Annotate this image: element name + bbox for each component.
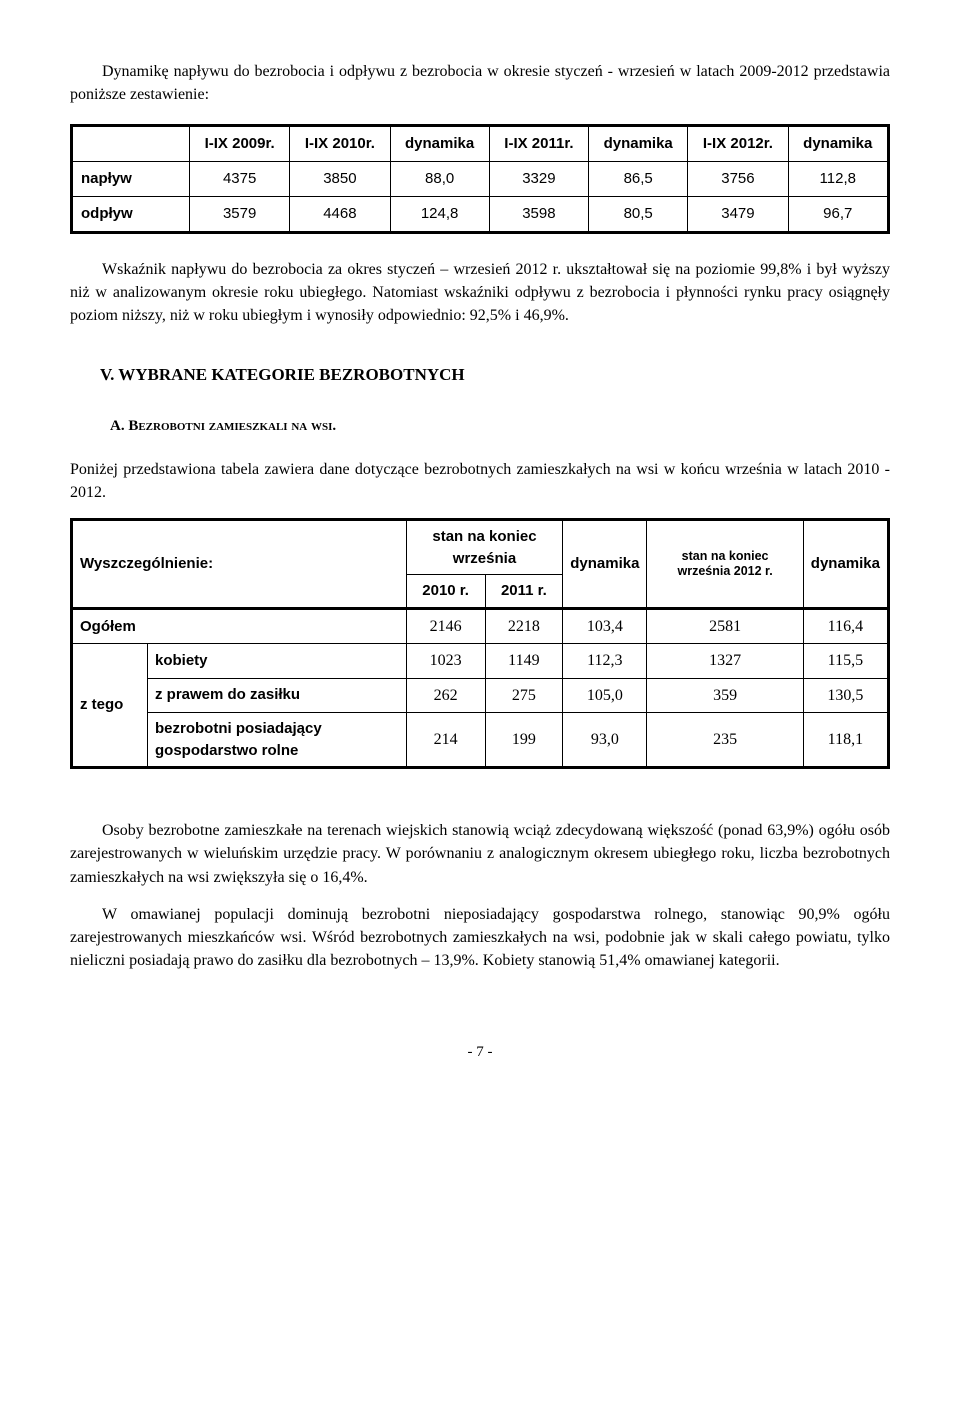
cell: 118,1 bbox=[803, 712, 888, 768]
page-number: - 7 - bbox=[70, 1042, 890, 1064]
col-wyszczegolnienie: Wyszczególnienie: bbox=[72, 519, 407, 608]
cell: 235 bbox=[647, 712, 803, 768]
cell: 3850 bbox=[290, 162, 390, 197]
row-label: z prawem do zasiłku bbox=[148, 678, 407, 712]
table-row: bezrobotni posiadający gospodarstwo roln… bbox=[72, 712, 889, 768]
cell: 1023 bbox=[406, 644, 485, 678]
cell: 103,4 bbox=[563, 609, 647, 644]
cell: 359 bbox=[647, 678, 803, 712]
heading-a-prefix: A. bbox=[110, 418, 128, 434]
cell: 4375 bbox=[190, 162, 290, 197]
cell: 3598 bbox=[489, 196, 588, 232]
cell: 88,0 bbox=[390, 162, 489, 197]
col-header: I-IX 2010r. bbox=[290, 126, 390, 162]
col-dynamika2: dynamika bbox=[803, 519, 888, 608]
paragraph-wskaznik: Wskaźnik napływu do bezrobocia za okres … bbox=[70, 258, 890, 328]
col-header: I-IX 2009r. bbox=[190, 126, 290, 162]
cell: 199 bbox=[485, 712, 563, 768]
cell: 112,3 bbox=[563, 644, 647, 678]
paragraph-osoby: Osoby bezrobotne zamieszkałe na terenach… bbox=[70, 819, 890, 889]
row-header: odpływ bbox=[72, 196, 190, 232]
cell: 96,7 bbox=[788, 196, 888, 232]
intro-paragraph: Dynamikę napływu do bezrobocia i odpływu… bbox=[70, 60, 890, 106]
row-ztego: z tego bbox=[72, 644, 148, 768]
cell: 214 bbox=[406, 712, 485, 768]
cell: 3756 bbox=[688, 162, 788, 197]
cell: 3329 bbox=[489, 162, 588, 197]
cell: 116,4 bbox=[803, 609, 888, 644]
cell: 2146 bbox=[406, 609, 485, 644]
cell: 115,5 bbox=[803, 644, 888, 678]
table-header-row: I-IX 2009r. I-IX 2010r. dynamika I-IX 20… bbox=[72, 126, 889, 162]
cell: 130,5 bbox=[803, 678, 888, 712]
table-row: napływ 4375 3850 88,0 3329 86,5 3756 112… bbox=[72, 162, 889, 197]
col-header: dynamika bbox=[589, 126, 688, 162]
table-dynamika: I-IX 2009r. I-IX 2010r. dynamika I-IX 20… bbox=[70, 124, 890, 233]
cell: 2218 bbox=[485, 609, 563, 644]
row-ogolem: Ogółem bbox=[72, 609, 407, 644]
table-row: z tego kobiety 1023 1149 112,3 1327 115,… bbox=[72, 644, 889, 678]
cell: 93,0 bbox=[563, 712, 647, 768]
col-stan-2012: stan na koniec września 2012 r. bbox=[647, 519, 803, 608]
cell: 262 bbox=[406, 678, 485, 712]
paragraph-ponizej: Poniżej przedstawiona tabela zawiera dan… bbox=[70, 458, 890, 504]
col-dynamika: dynamika bbox=[563, 519, 647, 608]
cell: 112,8 bbox=[788, 162, 888, 197]
cell: 86,5 bbox=[589, 162, 688, 197]
table-row: odpływ 3579 4468 124,8 3598 80,5 3479 96… bbox=[72, 196, 889, 232]
col-header: I-IX 2011r. bbox=[489, 126, 588, 162]
col-header: dynamika bbox=[788, 126, 888, 162]
cell: 3479 bbox=[688, 196, 788, 232]
col-stan-group: stan na koniec września bbox=[406, 519, 563, 575]
col-2010: 2010 r. bbox=[406, 575, 485, 609]
col-header: I-IX 2012r. bbox=[688, 126, 788, 162]
cell: 105,0 bbox=[563, 678, 647, 712]
col-2011: 2011 r. bbox=[485, 575, 563, 609]
cell: 275 bbox=[485, 678, 563, 712]
table-corner bbox=[72, 126, 190, 162]
table-row: z prawem do zasiłku 262 275 105,0 359 13… bbox=[72, 678, 889, 712]
col-header: dynamika bbox=[390, 126, 489, 162]
table2-header-row1: Wyszczególnienie: stan na koniec wrześni… bbox=[72, 519, 889, 575]
cell: 80,5 bbox=[589, 196, 688, 232]
row-label: kobiety bbox=[148, 644, 407, 678]
heading-section-v: V. WYBRANE KATEGORIE BEZROBOTNYCH bbox=[100, 363, 890, 388]
heading-a-text: Bezrobotni zamieszkali na wsi. bbox=[128, 418, 336, 434]
row-header: napływ bbox=[72, 162, 190, 197]
table-row: Ogółem 2146 2218 103,4 2581 116,4 bbox=[72, 609, 889, 644]
cell: 1327 bbox=[647, 644, 803, 678]
table-wyszczegolnienie: Wyszczególnienie: stan na koniec wrześni… bbox=[70, 518, 890, 769]
cell: 1149 bbox=[485, 644, 563, 678]
paragraph-wom: W omawianej populacji dominują bezrobotn… bbox=[70, 903, 890, 973]
cell: 4468 bbox=[290, 196, 390, 232]
cell: 124,8 bbox=[390, 196, 489, 232]
cell: 3579 bbox=[190, 196, 290, 232]
row-label: bezrobotni posiadający gospodarstwo roln… bbox=[148, 712, 407, 768]
cell: 2581 bbox=[647, 609, 803, 644]
heading-section-a: A. Bezrobotni zamieszkali na wsi. bbox=[110, 416, 890, 438]
